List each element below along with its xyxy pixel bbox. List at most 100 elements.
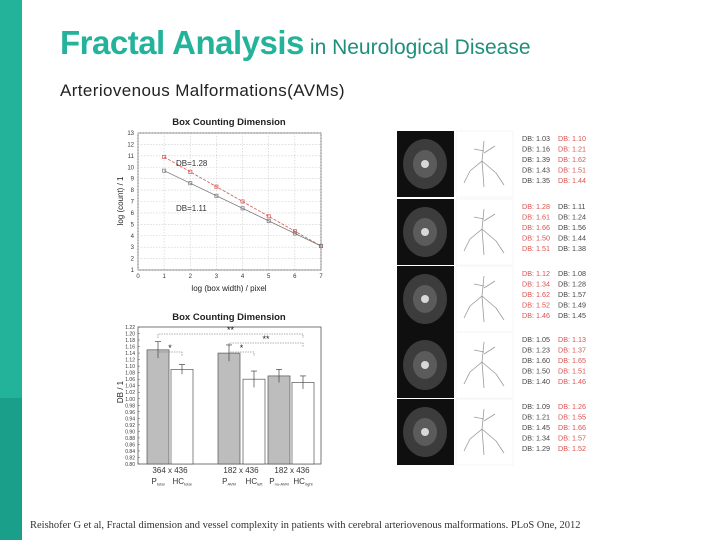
bar-category-label: Ptotal xyxy=(152,477,165,487)
scatter-fit-line xyxy=(163,156,322,247)
bar-ytick-label: 0.88 xyxy=(125,436,135,442)
scatter-grid xyxy=(137,132,322,271)
db-value-left: DB: 1.61 xyxy=(522,213,550,222)
scatter-point xyxy=(162,168,167,173)
significance-bracket xyxy=(157,351,183,356)
bar-category-subscript: right xyxy=(305,482,314,487)
bar-category-subscript: left xyxy=(257,482,263,487)
scatter-ytick-label: 10 xyxy=(127,165,134,171)
scatter-ytick-label: 5 xyxy=(131,222,135,228)
bar-category-subscript: no-AVM xyxy=(275,482,289,487)
bar-ylabel: DB / 1 xyxy=(116,380,125,403)
bar-category-subscript: total xyxy=(184,482,192,487)
scatter-ytick-label: 1 xyxy=(131,268,135,274)
brain-core xyxy=(421,361,429,369)
scatter-ytick-label: 7 xyxy=(131,200,135,206)
db-value-left: DB: 1.16 xyxy=(522,145,550,154)
bar-ytick-label: 0.94 xyxy=(125,416,135,422)
scatter-xtick-label: 5 xyxy=(267,274,271,280)
brain-core xyxy=(421,428,429,436)
db-value-right: DB: 1.49 xyxy=(558,301,586,310)
db-value-right: DB: 1.46 xyxy=(558,377,586,386)
title-main: Fractal Analysis xyxy=(60,24,304,61)
bar-category-subscript: total xyxy=(157,482,165,487)
bar-group-label: 364 x 436 xyxy=(152,466,188,475)
bar xyxy=(291,382,315,465)
vessel-skeleton-image xyxy=(455,130,514,198)
scatter-point xyxy=(162,155,167,159)
db-value-left: DB: 1.21 xyxy=(522,413,550,422)
bar-category-label: HCleft xyxy=(246,477,264,487)
bar-ytick-label: 1.18 xyxy=(125,338,135,344)
bar xyxy=(146,349,170,465)
scatter-chart: Box Counting Dimension 0 1 2 3 4 5 6 7123456789… xyxy=(116,117,323,293)
scatter-ytick-label: 6 xyxy=(131,211,135,217)
significance-marker: * xyxy=(168,343,172,353)
db-value-right: DB: 1.62 xyxy=(558,155,586,164)
db-value-left: DB: 1.09 xyxy=(522,402,550,411)
db-value-right: DB: 1.51 xyxy=(558,166,586,175)
db-value-right: DB: 1.21 xyxy=(558,145,586,154)
bar-ytick-label: 0.96 xyxy=(125,410,135,416)
bar-ytick-label: 0.92 xyxy=(125,423,135,429)
vessel-lines xyxy=(463,275,505,323)
bar-ytick-label: 1.00 xyxy=(125,397,135,403)
bar xyxy=(267,375,291,465)
bar xyxy=(170,369,194,465)
bar xyxy=(242,378,266,465)
bar-chart: Box Counting Dimension 0.800.820.840.860… xyxy=(116,312,322,487)
db-value-left: DB: 1.60 xyxy=(522,356,550,365)
scatter-point xyxy=(266,214,271,219)
scatter-point xyxy=(292,229,297,234)
db-value-left: DB: 1.29 xyxy=(522,444,550,453)
db-value-left: DB: 1.66 xyxy=(522,223,550,232)
db-value-left: DB: 1.23 xyxy=(522,346,550,355)
scatter-ytick-label: 2 xyxy=(131,257,135,263)
db-value-left: DB: 1.45 xyxy=(522,423,550,432)
db-value-left: DB: 1.34 xyxy=(522,280,550,289)
title-sub: in Neurological Disease xyxy=(309,36,531,59)
db-value-right: DB: 1.66 xyxy=(558,423,586,432)
scatter-point xyxy=(292,231,297,236)
bar-bars xyxy=(146,341,315,465)
scatter-point xyxy=(214,184,219,189)
db-value-right: DB: 1.51 xyxy=(558,367,586,376)
db-value-right: DB: 1.37 xyxy=(558,346,586,355)
annotation-db-red: DB=1.28 xyxy=(176,159,208,168)
db-value-left: DB: 1.52 xyxy=(522,301,550,310)
db-value-left: DB: 1.46 xyxy=(522,311,550,320)
db-value-left: DB: 1.05 xyxy=(522,335,550,344)
annotation-db-gray: DB=1.11 xyxy=(176,204,207,213)
scatter-point xyxy=(266,218,271,223)
scatter-ytick-label: 4 xyxy=(131,234,135,240)
db-value-left: DB: 1.03 xyxy=(522,134,550,143)
scatter-point xyxy=(188,169,193,174)
vessel-lines xyxy=(463,208,505,256)
bar xyxy=(217,352,241,465)
scatter-xlabel: log (box width) / pixel xyxy=(191,284,266,293)
db-value-right: DB: 1.65 xyxy=(558,356,586,365)
scatter-ytick-label: 3 xyxy=(131,245,135,251)
scatter-xtick-label: 1 xyxy=(162,274,166,280)
bar-ytick-label: 1.02 xyxy=(125,390,135,396)
vessel-skeleton-image xyxy=(455,265,514,333)
bar-group-label: 182 x 436 xyxy=(274,466,310,475)
significance-marker: ** xyxy=(227,325,235,335)
bar-category-label: HCright xyxy=(293,477,313,487)
scatter-ytick-label: 12 xyxy=(127,142,134,148)
scatter-ylabel: log (count) / 1 xyxy=(116,176,125,225)
bar-ytick-label: 0.90 xyxy=(125,429,135,435)
db-value-right: DB: 1.45 xyxy=(558,311,586,320)
bar-ytick-label: 1.16 xyxy=(125,345,135,351)
db-value-right: DB: 1.26 xyxy=(558,402,586,411)
bar-ytick-label: 0.86 xyxy=(125,442,135,448)
db-value-left: DB: 1.62 xyxy=(522,290,550,299)
bar-category-label: Pno-AVM xyxy=(269,477,289,487)
bar-ytick-label: 0.80 xyxy=(125,462,135,468)
scatter-point xyxy=(214,193,219,198)
db-value-left: DB: 1.35 xyxy=(522,176,550,185)
db-value-right: DB: 1.57 xyxy=(558,434,586,443)
db-value-right: DB: 1.44 xyxy=(558,234,586,243)
bar-ytick-label: 0.82 xyxy=(125,455,135,461)
